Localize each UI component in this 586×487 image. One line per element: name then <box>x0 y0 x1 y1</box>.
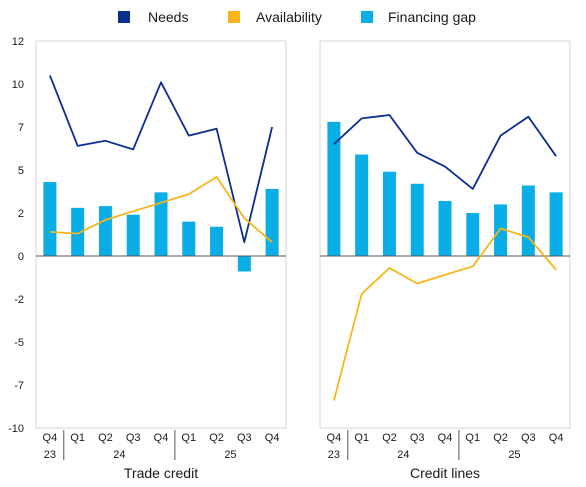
y-tick-label: -2 <box>14 294 24 306</box>
x-tick-quarter: Q3 <box>237 432 252 444</box>
availability-line <box>49 175 273 243</box>
x-tick-year: 25 <box>508 449 520 461</box>
x-tick-quarter: Q4 <box>43 432 58 444</box>
y-tick-label: 5 <box>18 165 24 177</box>
legend-item-financing-gap: Financing gap <box>361 9 476 25</box>
panel-title: Credit lines <box>410 465 480 481</box>
x-tick-quarter: Q1 <box>181 432 196 444</box>
x-tick-year: 23 <box>328 449 340 461</box>
y-tick-label: -10 <box>8 423 24 435</box>
x-tick-quarter: Q4 <box>549 432 564 444</box>
panel-frame <box>35 40 287 429</box>
x-tick-quarter: Q2 <box>209 432 224 444</box>
y-tick-label: 0 <box>18 251 24 263</box>
legend-swatch-financing-gap <box>361 11 373 23</box>
x-tick-quarter: Q4 <box>154 432 169 444</box>
financing-gap-bar <box>327 121 341 256</box>
panel-trade-credit: Q4 Q1 Q2 Q3 Q4 Q1 Q2 Q3 Q4 23 24 25 Trade credit <box>35 40 287 481</box>
financing-gap-bar <box>43 182 57 256</box>
availability-line <box>333 227 557 401</box>
financing-gap-bar <box>210 226 224 256</box>
financing-gap-bar <box>237 256 251 272</box>
financing-gap-bar <box>382 171 396 256</box>
x-tick-quarter: Q3 <box>521 432 536 444</box>
y-tick-label: 12 <box>12 36 24 48</box>
x-tick-quarter: Q1 <box>70 432 85 444</box>
legend-label-availability: Availability <box>256 9 322 25</box>
y-tick-label: -5 <box>14 337 24 349</box>
panel-credit-lines: Q4 Q1 Q2 Q3 Q4 Q1 Q2 Q3 Q4 23 24 25 Credit lines <box>319 40 571 481</box>
financing-gap-bar <box>521 185 535 256</box>
x-tick-quarter: Q4 <box>438 432 453 444</box>
legend-swatch-availability <box>228 11 240 23</box>
x-tick-quarter: Q4 <box>265 432 280 444</box>
financing-gap-bar <box>182 221 196 256</box>
x-tick-year: 24 <box>397 449 409 461</box>
x-tick-quarter: Q1 <box>465 432 480 444</box>
financing-gap-bar <box>549 192 563 256</box>
y-tick-label: 2 <box>18 208 24 220</box>
x-tick-quarter: Q4 <box>327 432 342 444</box>
y-axis: 12 10 7 5 2 0 -2 -5 -7 -10 <box>8 36 24 435</box>
x-tick-year: 25 <box>224 449 236 461</box>
x-tick-quarter: Q2 <box>382 432 397 444</box>
financing-gap-bar <box>98 206 112 256</box>
x-tick-quarter: Q2 <box>493 432 508 444</box>
legend: Needs Availability Financing gap <box>118 9 476 25</box>
panel-frame <box>319 40 571 429</box>
financing-gap-bar <box>355 154 369 256</box>
legend-label-needs: Needs <box>148 9 188 25</box>
legend-label-financing-gap: Financing gap <box>388 9 476 25</box>
x-tick-quarter: Q1 <box>354 432 369 444</box>
panel-title: Trade credit <box>124 465 198 481</box>
x-tick-year: 23 <box>44 449 56 461</box>
y-tick-label: 7 <box>18 122 24 134</box>
financing-gap-bar <box>126 214 140 256</box>
financing-gap-bar <box>466 213 480 256</box>
x-tick-year: 24 <box>113 449 125 461</box>
financing-gap-bar <box>410 183 424 256</box>
legend-swatch-needs <box>118 11 130 23</box>
x-tick-quarter: Q2 <box>98 432 113 444</box>
financing-gap-bar <box>438 200 452 256</box>
financing-gap-bar <box>154 192 168 256</box>
y-tick-label: 10 <box>12 79 24 91</box>
financing-gap-bar <box>494 204 508 256</box>
needs-line <box>333 114 557 190</box>
financing-gap-bar <box>265 188 279 256</box>
legend-item-needs: Needs <box>118 9 188 25</box>
financing-gap-bar <box>71 207 85 256</box>
x-tick-quarter: Q3 <box>126 432 141 444</box>
legend-item-availability: Availability <box>228 9 322 25</box>
x-tick-quarter: Q3 <box>410 432 425 444</box>
y-tick-label: -7 <box>14 380 24 392</box>
